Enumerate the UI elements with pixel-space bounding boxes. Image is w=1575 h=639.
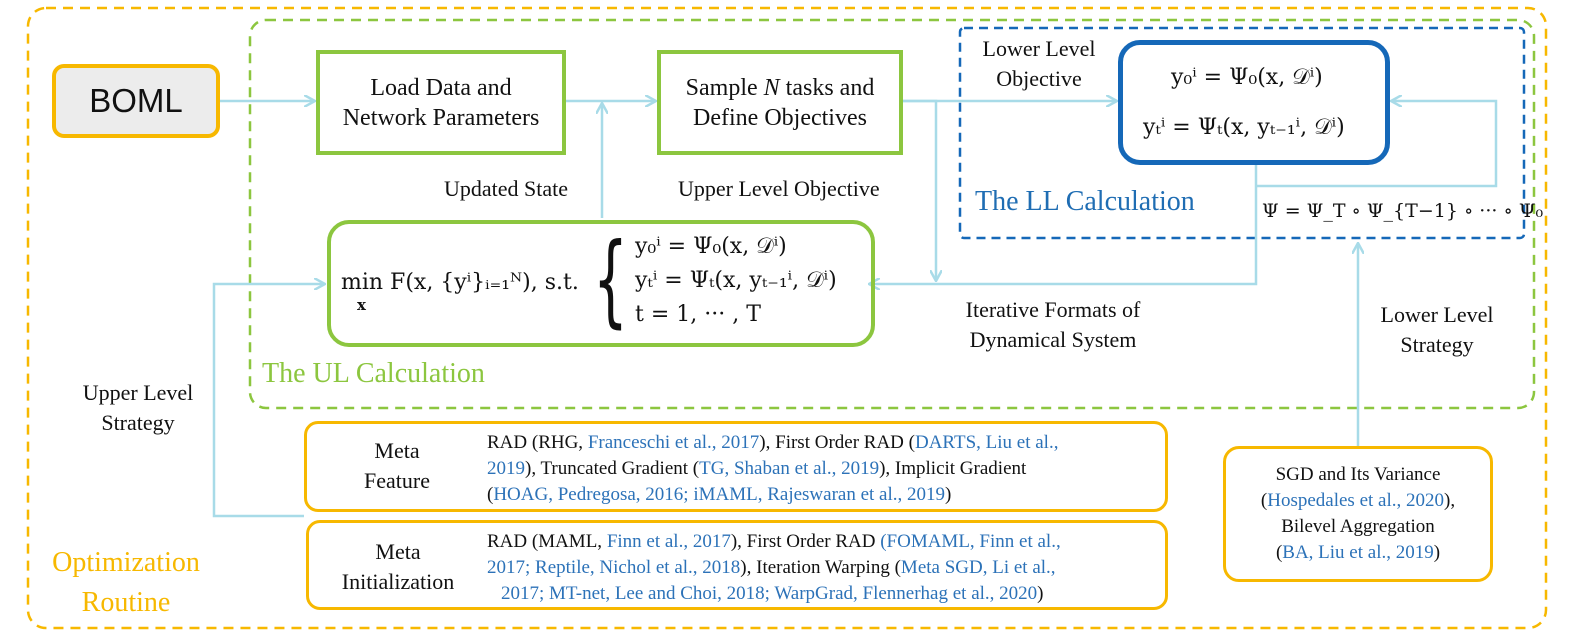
arrow-ll-to-ul [870,165,1258,284]
ll-eq2: yₜⁱ = Ψₜ(x, yₜ₋₁ⁱ, 𝒟ⁱ) [1143,115,1345,140]
lower-level-objective-label: Lower Level Objective [982,36,1096,91]
arrow-ll-loop [1256,101,1498,188]
meta-initialization-label: Meta Initialization [341,539,455,594]
ul-min-sub: x [357,296,366,314]
optimization-routine-frame [26,6,1548,630]
ul-constraint2: yₜⁱ = Ψₜ(x, yₜ₋₁ⁱ, 𝒟ⁱ) [635,268,837,293]
upper-level-objective-label: Upper Level Objective [678,176,880,201]
upper-level-strategy-label: Upper Level Strategy [82,380,194,435]
sgd-line4: (BA, Liu et al., 2019) [1275,542,1441,563]
meta-initialization-methods: RAD (MAML, Finn et al., 2017), First Ord… [487,531,1061,604]
load-data-box: Load Data and Network Parameters [316,50,566,155]
ul-calculation-frame [248,18,1536,410]
meta-feature-box: Meta Feature RAD (RHG, Franceschi et al.… [304,421,1168,512]
iterative-formats-label: Iterative Formats of Dynamical System [965,297,1141,352]
ul-constraint3: t = 1, ··· , T [635,302,761,327]
lower-level-strategy-label: Lower Level Strategy [1380,302,1494,357]
meta-feature-methods: RAD (RHG, Franceschi et al., 2017), Firs… [487,432,1059,505]
ul-brace: { [593,221,628,338]
load-line2: Network Parameters [342,104,540,131]
boml-label: BOML [89,82,183,119]
ul-objective-box: min F(x, {yⁱ}ᵢ₌₁ᴺ), s.t. x { y₀ⁱ = Ψ₀(x,… [327,220,875,347]
sgd-line1: SGD and Its Variance [1275,464,1441,485]
load-line1: Load Data and [370,74,512,101]
arrow-sample-to-ul [901,99,936,280]
ll-calculation-frame [958,26,1526,240]
meta-initialization-box: Meta Initialization RAD (MAML, Finn et a… [306,520,1168,610]
sample-tasks-box: Sample N tasks and Define Objectives [657,50,903,155]
sample-line2: Define Objectives [693,104,867,131]
ul-calculation-label: The UL Calculation [262,358,485,389]
ll-calculation-label: The LL Calculation [975,186,1195,217]
sample-line1: Sample N tasks and [685,74,875,101]
ul-constraint1: y₀ⁱ = Ψ₀(x, 𝒟ⁱ) [635,234,787,259]
optimization-routine-label: Optimization Routine [52,547,200,618]
psi-composition: Ψ = Ψ_T ∘ Ψ_{T−1} ∘ ··· ∘ Ψ₀ [1262,200,1544,222]
sgd-line2: (Hospedales et al., 2020), [1260,490,1456,511]
sgd-strategy-box: SGD and Its Variance (Hospedales et al.,… [1223,446,1493,582]
boml-box: BOML [52,64,220,138]
ll-equations-box: y₀ⁱ = Ψ₀(x, 𝒟ⁱ) yₜⁱ = Ψₜ(x, yₜ₋₁ⁱ, 𝒟ⁱ) [1118,40,1390,165]
meta-feature-label: Meta Feature [364,438,430,493]
updated-state-label: Updated State [444,176,569,201]
ul-objective: min F(x, {yⁱ}ᵢ₌₁ᴺ), s.t. [341,270,579,295]
arrow-upper-strategy [212,284,324,518]
ll-eq1: y₀ⁱ = Ψ₀(x, 𝒟ⁱ) [1171,65,1323,90]
sgd-line3: Bilevel Aggregation [1281,516,1435,537]
